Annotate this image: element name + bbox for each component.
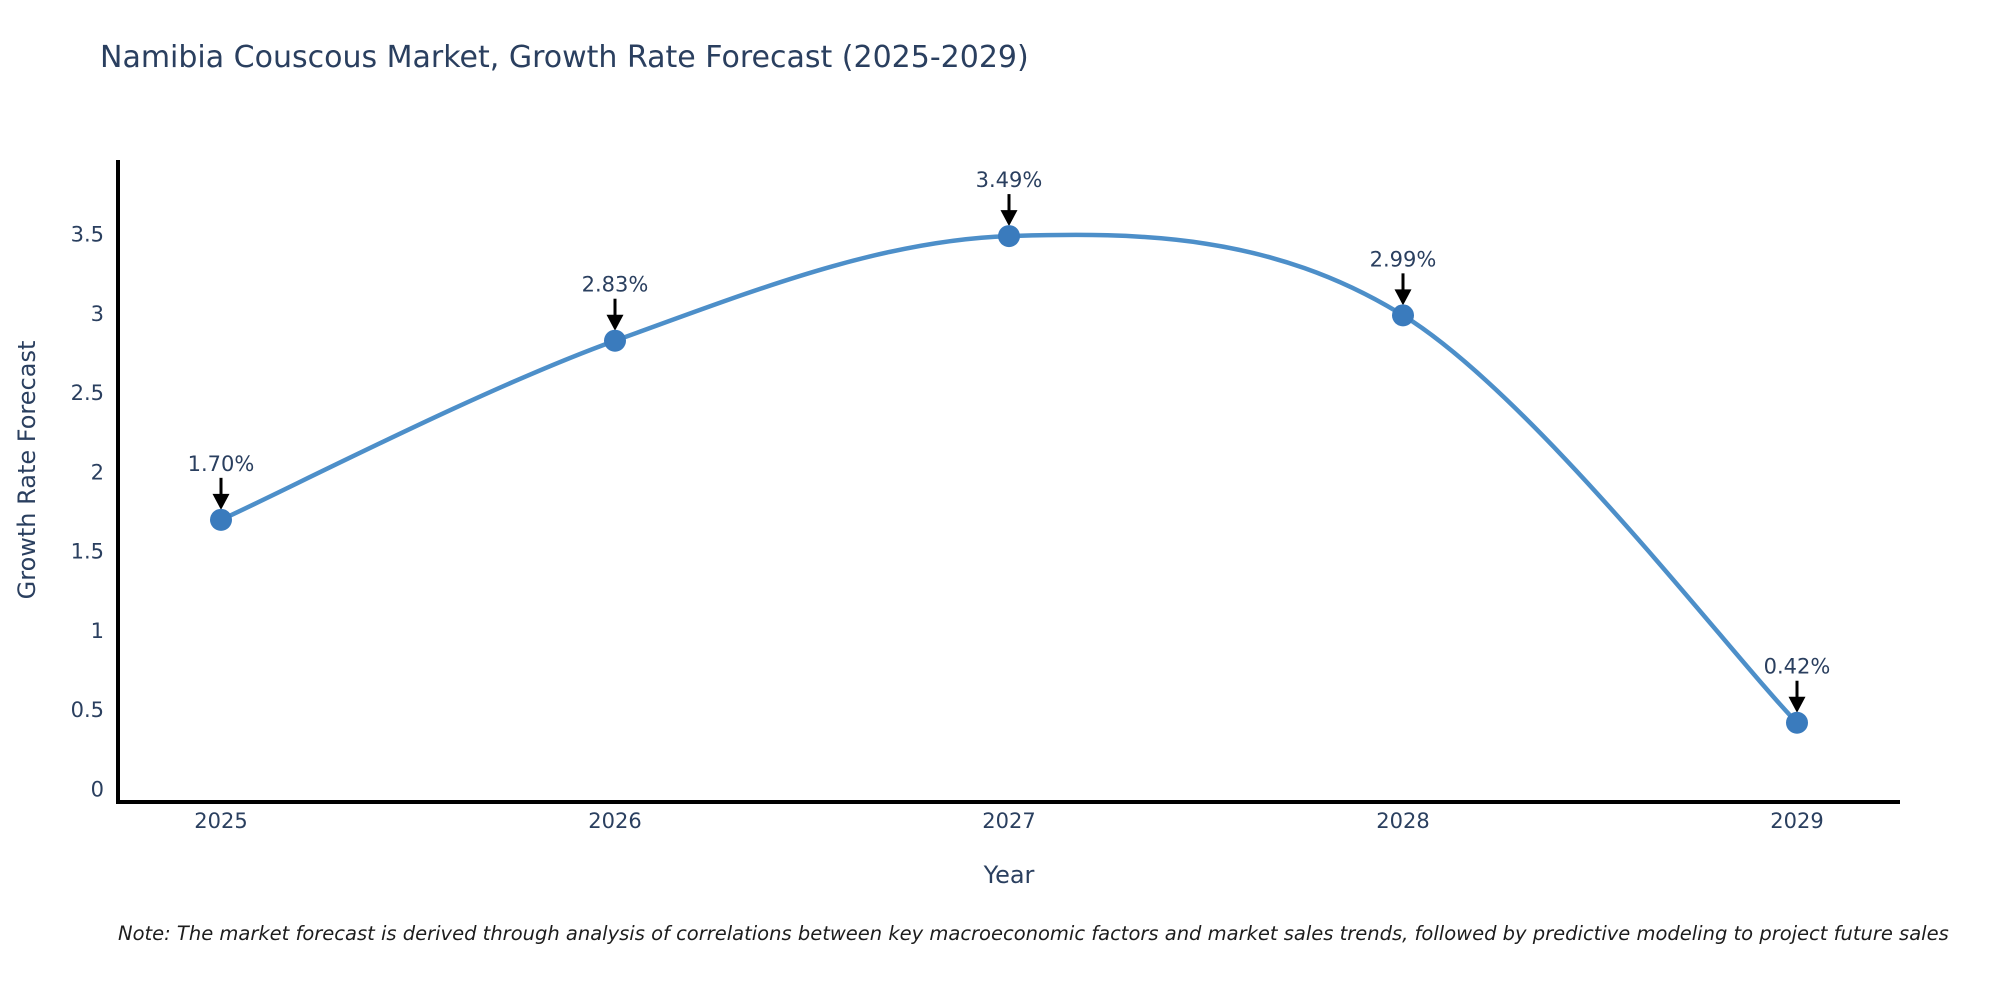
x-tick-label: 2027 (982, 809, 1035, 833)
series-line (218, 232, 1800, 725)
annotation-arrowhead-icon (1788, 696, 1806, 713)
point-value-label: 2.99% (1370, 247, 1437, 271)
point-value-label: 2.83% (582, 273, 649, 297)
annotation-arrowhead-icon (212, 493, 230, 510)
annotation-arrowhead-icon (1394, 289, 1412, 306)
point-value-label: 3.49% (976, 168, 1043, 192)
y-tick-label: 2 (91, 460, 104, 484)
point-value-label: 1.70% (188, 452, 255, 476)
data-point-marker[interactable] (1786, 711, 1808, 734)
y-tick-label: 1.5 (71, 540, 104, 564)
data-point-marker[interactable] (604, 329, 626, 352)
y-tick-label: 0.5 (71, 698, 104, 722)
data-point-marker[interactable] (998, 225, 1020, 248)
x-tick-label: 2029 (1770, 809, 1823, 833)
y-tick-label: 0 (91, 777, 104, 801)
annotation-arrowhead-icon (1000, 210, 1018, 227)
data-point-marker[interactable] (210, 508, 232, 531)
data-point-marker[interactable] (1392, 304, 1414, 327)
x-tick-label: 2028 (1376, 809, 1429, 833)
y-tick-label: 3.5 (71, 223, 104, 247)
annotation-arrowhead-icon (606, 314, 624, 331)
y-tick-label: 3 (91, 302, 104, 326)
x-axis-label: Year (983, 861, 1035, 889)
y-tick-label: 2.5 (71, 381, 104, 405)
footnote: Note: The market forecast is derived thr… (118, 922, 1949, 945)
chart-title: Namibia Couscous Market, Growth Rate For… (100, 40, 1029, 75)
y-tick-label: 1 (91, 619, 104, 643)
x-tick-label: 2025 (194, 809, 247, 833)
x-tick-label: 2026 (588, 809, 641, 833)
y-axis-label: Growth Rate Forecast (13, 340, 41, 600)
point-value-label: 0.42% (1764, 655, 1831, 679)
